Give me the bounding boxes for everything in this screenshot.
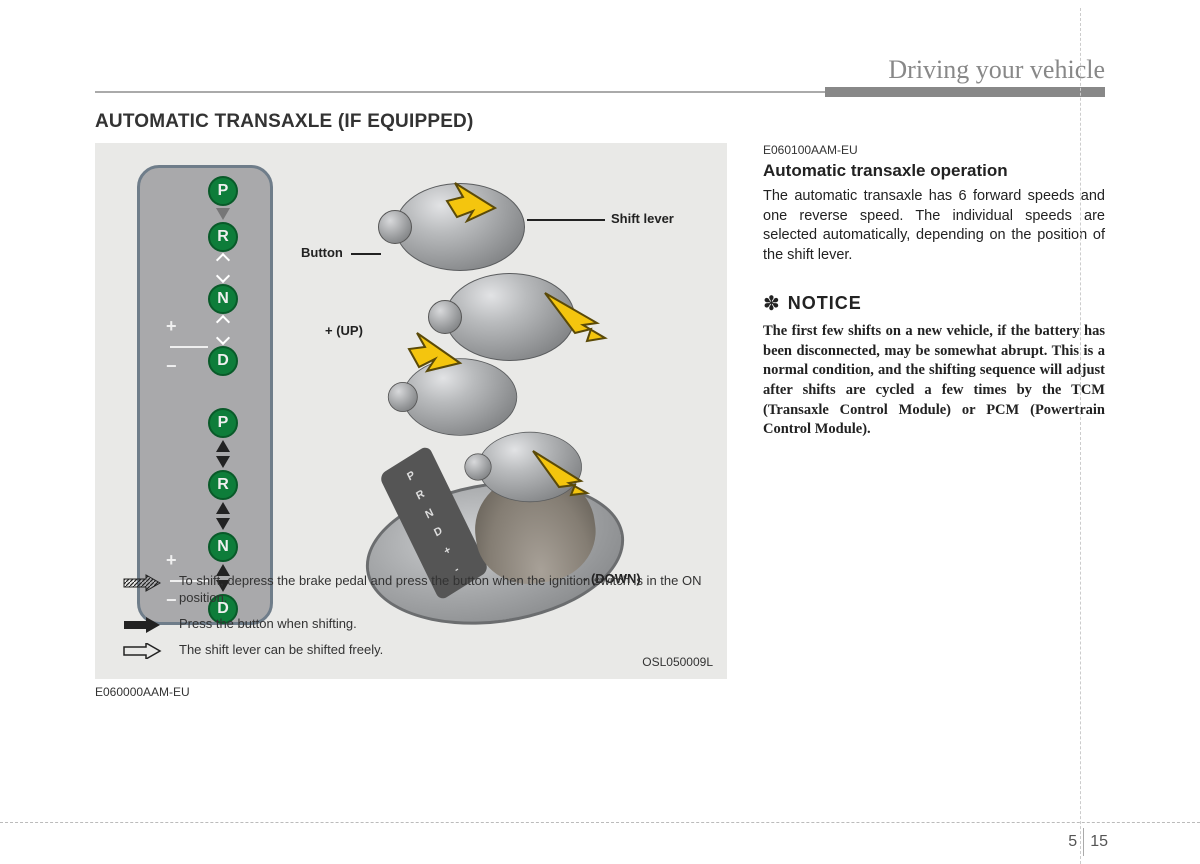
page-number: 5 15 <box>1068 828 1108 856</box>
gear-d-top: D <box>208 346 238 376</box>
arrow-hatch-down-icon <box>216 208 230 220</box>
yellow-arrow-icon <box>525 443 595 498</box>
gear-p-bottom: P <box>208 408 238 438</box>
gear-n-bottom: N <box>208 532 238 562</box>
gear-r-top: R <box>208 222 238 252</box>
gear-r-bottom: R <box>208 470 238 500</box>
legend-text-3: The shift lever can be shifted freely. <box>179 641 709 659</box>
arrow-solid-up-icon <box>216 502 230 514</box>
legend-text-2: Press the button when shifting. <box>179 615 709 633</box>
arrow-open-up-icon <box>216 315 230 329</box>
arrow-solid-down-icon <box>216 518 230 530</box>
page-in-chapter: 15 <box>1090 833 1108 851</box>
chapter-rule <box>95 91 1105 93</box>
callout-up: + (UP) <box>325 323 363 338</box>
legend-solid-arrow-icon <box>119 615 165 633</box>
subheading: Automatic transaxle operation <box>763 161 1105 181</box>
notice-label: NOTICE <box>788 293 862 314</box>
arrow-open-up-icon <box>216 253 230 267</box>
callout-line <box>527 219 605 221</box>
shift-pattern-panel: P R N D + − <box>137 165 273 625</box>
figure-legend: To shift, depress the brake pedal and pr… <box>119 572 709 667</box>
callout-button: Button <box>301 245 343 260</box>
notice-body: The first few shifts on a new vehicle, i… <box>763 322 1105 439</box>
manual-connector <box>170 346 208 348</box>
legend-text-1: To shift, depress the brake pedal and pr… <box>179 572 709 607</box>
yellow-arrow-icon <box>535 283 615 343</box>
gear-p-top: P <box>208 176 238 206</box>
manual-plus-icon: + <box>166 550 177 571</box>
yellow-arrow-icon <box>445 173 515 223</box>
figure-automatic-transaxle: P R N D + − <box>95 143 727 679</box>
page-footer: 5 15 <box>0 822 1200 823</box>
callout-line <box>351 253 381 255</box>
manual-minus-icon: − <box>166 356 177 377</box>
chapter-number: 5 <box>1068 833 1077 851</box>
body-paragraph: The automatic transaxle has 6 forward sp… <box>763 187 1105 265</box>
figure-code: OSL050009L <box>642 655 713 669</box>
callout-shift-lever: Shift lever <box>611 211 674 226</box>
section-title: AUTOMATIC TRANSAXLE (IF EQUIPPED) <box>95 111 1105 133</box>
manual-plus-icon: + <box>166 316 177 337</box>
ref-code: E060100AAM-EU <box>763 143 1105 157</box>
arrow-solid-down-icon <box>216 456 230 468</box>
arrow-solid-up-icon <box>216 440 230 452</box>
legend-hatch-arrow-icon <box>119 572 165 592</box>
arrow-open-down-icon <box>216 331 230 345</box>
yellow-arrow-icon <box>405 323 475 373</box>
arrow-open-down-icon <box>216 269 230 283</box>
gear-n-top: N <box>208 284 238 314</box>
chapter-title: Driving your vehicle <box>95 55 1105 91</box>
legend-open-arrow-icon <box>119 641 165 659</box>
figure-ref-code: E060000AAM-EU <box>95 685 727 699</box>
notice-star-icon: ✽ <box>763 291 780 316</box>
